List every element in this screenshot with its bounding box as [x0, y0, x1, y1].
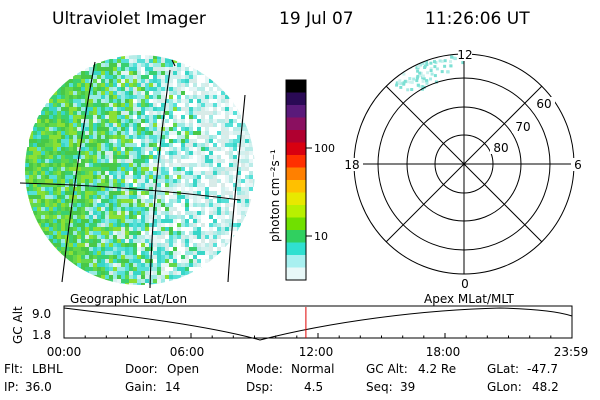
mlt-label-18: 18	[344, 158, 359, 172]
gc-alt-value: 4.2 Re	[418, 362, 457, 376]
geographic-grid	[19, 59, 246, 289]
altitude-curve	[63, 307, 573, 341]
time-tick-0000: 00:00	[47, 345, 82, 359]
filter-value: LBHL	[32, 362, 63, 376]
time-tick-0600: 06:00	[170, 345, 205, 359]
mlt-label-6: 6	[574, 158, 582, 172]
time-tick-1200: 12:00	[299, 345, 334, 359]
altitude-tick-1-8: 1.8	[32, 328, 51, 342]
header-time: 11:26:06 UT	[425, 9, 530, 29]
dsp-label: Dsp:	[246, 380, 274, 394]
mode-value: Normal	[291, 362, 335, 376]
mlt-label-0: 0	[461, 277, 469, 291]
geographic-aurora-image	[19, 55, 255, 289]
geographic-map-title: Geographic Lat/Lon	[70, 292, 187, 306]
dsp-value: 4.5	[304, 380, 324, 394]
instrument-title: Ultraviolet Imager	[52, 9, 206, 29]
colorbar-tick-10: 10	[314, 230, 328, 243]
apex-map-title: Apex MLat/MLT	[424, 292, 514, 306]
seq-value: 39	[400, 380, 416, 394]
glat-value: -47.7	[527, 362, 559, 376]
gain-value: 14	[165, 380, 181, 394]
mode-label: Mode:	[246, 362, 283, 376]
colorbar-tick-100: 100	[314, 142, 335, 155]
glon-value: 48.2	[532, 380, 559, 394]
altitude-plot: GC Alt 9.0 1.8 00:00 06:00 12:00 18:00 2…	[11, 305, 589, 359]
time-tick-2359: 23:59	[554, 345, 589, 359]
mlat-label-80: 80	[493, 141, 508, 155]
filter-label: Flt:	[4, 362, 23, 376]
seq-label: Seq:	[366, 380, 393, 394]
ip-label: IP:	[4, 380, 19, 394]
altitude-axis-label: GC Alt	[11, 306, 25, 344]
colorbar: 100 10 photon cm⁻²s⁻¹	[268, 79, 335, 281]
colorbar-unit-label: photon cm⁻²s⁻¹	[268, 149, 282, 242]
door-label: Door:	[125, 362, 158, 376]
gc-alt-label: GC Alt:	[366, 362, 408, 376]
mlat-label-70: 70	[515, 120, 530, 134]
glat-label: GLat:	[487, 362, 520, 376]
header-date: 19 Jul 07	[279, 9, 354, 29]
mlat-label-60: 60	[536, 97, 551, 111]
gain-label: Gain:	[125, 380, 157, 394]
door-value: Open	[167, 362, 200, 376]
ip-value: 36.0	[25, 380, 52, 394]
time-tick-1800: 18:00	[426, 345, 461, 359]
altitude-tick-9: 9.0	[32, 307, 51, 321]
polar-plot: 12 18 6 0 60 70 80	[341, 48, 585, 291]
mlt-label-12: 12	[457, 48, 472, 62]
glon-label: GLon:	[487, 380, 522, 394]
